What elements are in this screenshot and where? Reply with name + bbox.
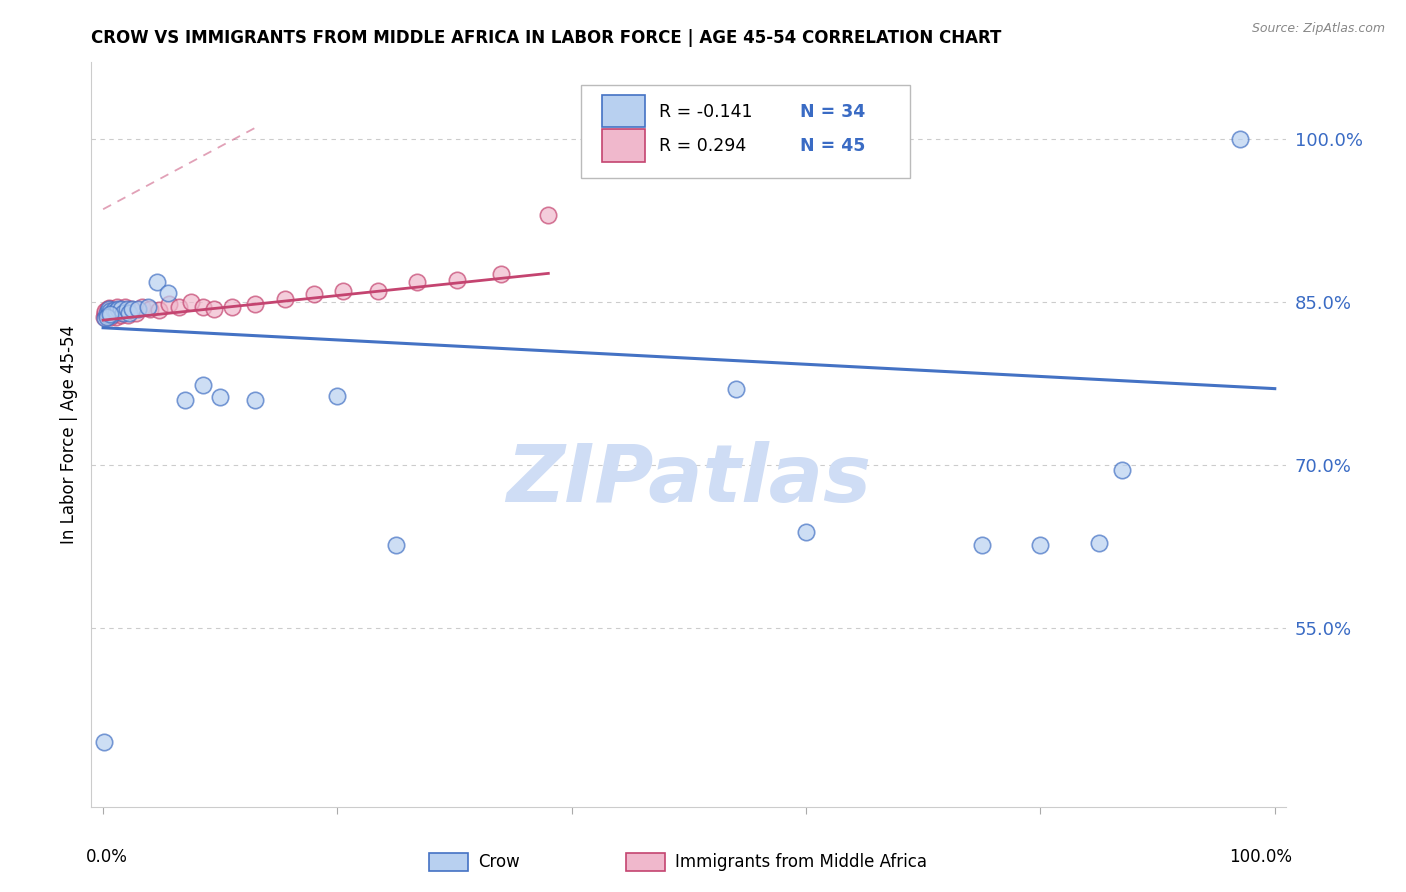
Point <box>136 300 159 314</box>
Point <box>169 300 191 314</box>
Text: R = -0.141: R = -0.141 <box>659 103 752 120</box>
Point <box>174 392 197 407</box>
Point <box>94 305 117 319</box>
Y-axis label: In Labor Force | Age 45-54: In Labor Force | Age 45-54 <box>59 326 77 544</box>
Point <box>98 305 120 319</box>
Point <box>367 284 389 298</box>
Point <box>114 300 136 314</box>
Text: N = 45: N = 45 <box>800 136 866 155</box>
Point <box>98 301 120 315</box>
Point <box>93 310 115 324</box>
Point <box>191 300 214 314</box>
Point <box>110 308 132 322</box>
Point <box>302 287 325 301</box>
Point <box>180 294 202 309</box>
Point <box>105 300 128 314</box>
Point <box>98 307 121 321</box>
FancyBboxPatch shape <box>602 95 645 128</box>
Point <box>1111 463 1133 477</box>
Point <box>100 302 122 317</box>
Point <box>103 305 125 319</box>
Point <box>100 308 122 322</box>
Point <box>97 302 120 317</box>
Point <box>491 268 513 282</box>
Point <box>221 300 243 314</box>
Point <box>94 304 117 318</box>
Point <box>98 305 121 319</box>
Point <box>111 302 134 317</box>
Point <box>108 305 131 319</box>
Point <box>202 302 225 317</box>
Point <box>191 378 214 392</box>
Point <box>96 303 118 318</box>
Text: Source: ZipAtlas.com: Source: ZipAtlas.com <box>1251 22 1385 36</box>
Point <box>115 302 138 317</box>
Point <box>446 273 468 287</box>
Text: R = 0.294: R = 0.294 <box>659 136 747 155</box>
Point <box>112 305 135 319</box>
Point <box>96 308 118 322</box>
Point <box>105 304 127 318</box>
Point <box>209 390 232 404</box>
Point <box>1229 131 1251 145</box>
Point <box>125 305 148 319</box>
Point <box>157 297 180 311</box>
Point <box>93 735 115 749</box>
Point <box>105 310 127 324</box>
Text: Crow: Crow <box>478 853 520 871</box>
Point <box>724 382 747 396</box>
Text: ZIPatlas: ZIPatlas <box>506 441 872 518</box>
Point <box>326 389 349 403</box>
Point <box>121 302 143 317</box>
Text: 0.0%: 0.0% <box>86 848 128 866</box>
Point <box>118 305 141 319</box>
Point <box>98 310 121 324</box>
Point <box>245 392 267 407</box>
Point <box>96 305 118 319</box>
Point <box>273 293 295 307</box>
Point <box>107 302 129 317</box>
Point <box>97 308 120 322</box>
Point <box>156 285 179 300</box>
Point <box>112 305 135 319</box>
Point <box>332 284 354 298</box>
Point <box>1088 536 1111 550</box>
Point <box>107 303 129 318</box>
Point <box>406 275 429 289</box>
Point <box>131 300 153 314</box>
Point <box>794 525 817 540</box>
Point <box>127 302 149 317</box>
Text: CROW VS IMMIGRANTS FROM MIDDLE AFRICA IN LABOR FORCE | AGE 45-54 CORRELATION CHA: CROW VS IMMIGRANTS FROM MIDDLE AFRICA IN… <box>91 29 1001 47</box>
Point <box>103 303 125 318</box>
Point <box>104 303 127 318</box>
Point <box>120 302 142 317</box>
Text: N = 34: N = 34 <box>800 103 865 120</box>
Point <box>97 308 120 322</box>
Point <box>110 302 132 317</box>
Point <box>117 308 139 322</box>
Point <box>245 297 267 311</box>
Point <box>139 302 162 317</box>
Point <box>1029 538 1052 552</box>
Point <box>537 208 560 222</box>
Point <box>94 310 117 325</box>
Text: 100.0%: 100.0% <box>1229 848 1292 866</box>
Point <box>146 275 169 289</box>
Point <box>100 303 122 318</box>
Point <box>101 308 124 322</box>
Point <box>385 538 408 552</box>
Point <box>98 304 121 318</box>
Point <box>970 538 993 552</box>
FancyBboxPatch shape <box>582 85 910 178</box>
Point <box>96 310 118 324</box>
Text: Immigrants from Middle Africa: Immigrants from Middle Africa <box>675 853 927 871</box>
Point <box>148 303 170 318</box>
FancyBboxPatch shape <box>602 129 645 161</box>
Point <box>98 302 120 317</box>
